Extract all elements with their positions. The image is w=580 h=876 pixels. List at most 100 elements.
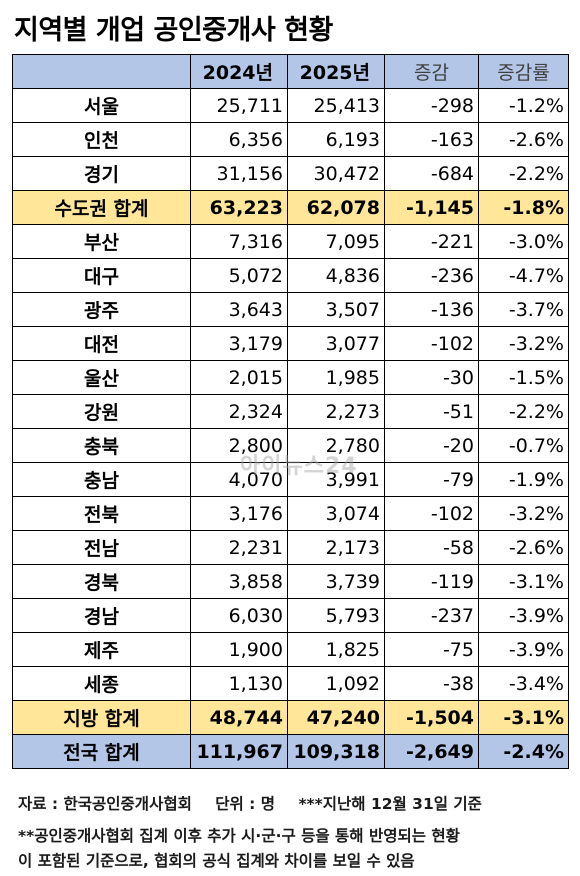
table-row: 충남 4,070 3,991 -79 -1.9%: [12, 462, 569, 497]
footnote-line-1: **공인중개사협회 집계 이후 추가 시·군·구 등을 통해 반영되는 현황: [18, 827, 460, 845]
region-cell: 강원: [12, 394, 191, 429]
value-2024-cell: 2,015: [190, 360, 288, 395]
change-cell: -30: [384, 360, 479, 395]
region-cell: 세종: [12, 666, 191, 701]
rate-cell: -3.7%: [478, 292, 569, 327]
value-2025-cell: 3,739: [287, 564, 385, 599]
header-change: 증감: [384, 54, 479, 89]
rate-cell: -3.0%: [478, 224, 569, 259]
value-2025-cell: 1,092: [287, 666, 385, 701]
change-cell: -20: [384, 428, 479, 463]
change-cell: -79: [384, 462, 479, 497]
change-cell: -1,504: [384, 700, 479, 735]
value-2024-cell: 25,711: [190, 88, 288, 123]
region-cell: 제주: [12, 632, 191, 667]
source-text: 자료 : 한국공인중개사협회: [18, 795, 192, 813]
change-cell: -236: [384, 258, 479, 293]
basis-text: ***지난해 12월 31일 기준: [298, 795, 482, 813]
value-2025-cell: 3,507: [287, 292, 385, 327]
value-2025-cell: 2,273: [287, 394, 385, 429]
rate-cell: -1.2%: [478, 88, 569, 123]
value-2025-cell: 3,991: [287, 462, 385, 497]
change-cell: -163: [384, 122, 479, 157]
header-region: [12, 54, 191, 89]
header-2024: 2024년: [190, 54, 288, 89]
region-cell: 울산: [12, 360, 191, 395]
value-2024-cell: 7,316: [190, 224, 288, 259]
rate-cell: -2.2%: [478, 156, 569, 191]
change-cell: -119: [384, 564, 479, 599]
table-row: 서울 25,711 25,413 -298 -1.2%: [12, 88, 569, 123]
region-cell: 경기: [12, 156, 191, 191]
rate-cell: -3.1%: [478, 700, 569, 735]
change-cell: -136: [384, 292, 479, 327]
table-row: 인천 6,356 6,193 -163 -2.6%: [12, 122, 569, 157]
table-row: 경남 6,030 5,793 -237 -3.9%: [12, 598, 569, 633]
change-cell: -684: [384, 156, 479, 191]
table-row: 세종 1,130 1,092 -38 -3.4%: [12, 666, 569, 701]
rate-cell: -0.7%: [478, 428, 569, 463]
value-2024-cell: 48,744: [190, 700, 288, 735]
region-cell: 전남: [12, 530, 191, 565]
value-2025-cell: 1,825: [287, 632, 385, 667]
value-2025-cell: 25,413: [287, 88, 385, 123]
value-2025-cell: 7,095: [287, 224, 385, 259]
value-2024-cell: 3,858: [190, 564, 288, 599]
table-row: 강원 2,324 2,273 -51 -2.2%: [12, 394, 569, 429]
value-2024-cell: 1,130: [190, 666, 288, 701]
header-2025: 2025년: [287, 54, 385, 89]
table-row: 경기 31,156 30,472 -684 -2.2%: [12, 156, 569, 191]
change-cell: -75: [384, 632, 479, 667]
rate-cell: -3.2%: [478, 326, 569, 361]
source-note: 자료 : 한국공인중개사협회 단위 : 명 ***지난해 12월 31일 기준: [18, 792, 500, 814]
region-cell: 광주: [12, 292, 191, 327]
rate-cell: -1.5%: [478, 360, 569, 395]
value-2025-cell: 30,472: [287, 156, 385, 191]
rate-cell: -2.6%: [478, 530, 569, 565]
value-2024-cell: 2,324: [190, 394, 288, 429]
change-cell: -102: [384, 496, 479, 531]
value-2025-cell: 109,318: [287, 734, 385, 769]
value-2025-cell: 47,240: [287, 700, 385, 735]
value-2025-cell: 6,193: [287, 122, 385, 157]
footnote-line-2: 이 포함된 기준으로, 협회의 공식 집계와 차이를 보일 수 있음: [18, 852, 415, 870]
value-2024-cell: 2,800: [190, 428, 288, 463]
region-cell: 대전: [12, 326, 191, 361]
table-row: 전국 합계 111,967 109,318 -2,649 -2.4%: [12, 734, 569, 769]
rate-cell: -2.4%: [478, 734, 569, 769]
value-2025-cell: 3,077: [287, 326, 385, 361]
table-row: 수도권 합계 63,223 62,078 -1,145 -1.8%: [12, 190, 569, 225]
value-2024-cell: 6,030: [190, 598, 288, 633]
rate-cell: -3.9%: [478, 598, 569, 633]
table-row: 광주 3,643 3,507 -136 -3.7%: [12, 292, 569, 327]
table-row: 경북 3,858 3,739 -119 -3.1%: [12, 564, 569, 599]
rate-cell: -4.7%: [478, 258, 569, 293]
change-cell: -102: [384, 326, 479, 361]
region-cell: 충북: [12, 428, 191, 463]
rate-cell: -3.4%: [478, 666, 569, 701]
value-2025-cell: 2,780: [287, 428, 385, 463]
change-cell: -1,145: [384, 190, 479, 225]
region-cell: 충남: [12, 462, 191, 497]
value-2024-cell: 6,356: [190, 122, 288, 157]
value-2025-cell: 62,078: [287, 190, 385, 225]
page-title: 지역별 개업 공인중개사 현황: [14, 15, 333, 46]
region-cell: 수도권 합계: [12, 190, 191, 225]
table-row: 부산 7,316 7,095 -221 -3.0%: [12, 224, 569, 259]
value-2024-cell: 63,223: [190, 190, 288, 225]
region-cell: 전북: [12, 496, 191, 531]
region-cell: 지방 합계: [12, 700, 191, 735]
rate-cell: -3.2%: [478, 496, 569, 531]
rate-cell: -3.1%: [478, 564, 569, 599]
table-row: 제주 1,900 1,825 -75 -3.9%: [12, 632, 569, 667]
stats-table: 2024년 2025년 증감 증감률 서울 25,711 25,413 -298 -1.…: [12, 54, 569, 769]
value-2025-cell: 4,836: [287, 258, 385, 293]
change-cell: -298: [384, 88, 479, 123]
rate-cell: -2.6%: [478, 122, 569, 157]
region-cell: 대구: [12, 258, 191, 293]
table-row: 충북 2,800 2,780 -20 -0.7%: [12, 428, 569, 463]
region-cell: 경북: [12, 564, 191, 599]
region-cell: 전국 합계: [12, 734, 191, 769]
table-row: 울산 2,015 1,985 -30 -1.5%: [12, 360, 569, 395]
change-cell: -2,649: [384, 734, 479, 769]
